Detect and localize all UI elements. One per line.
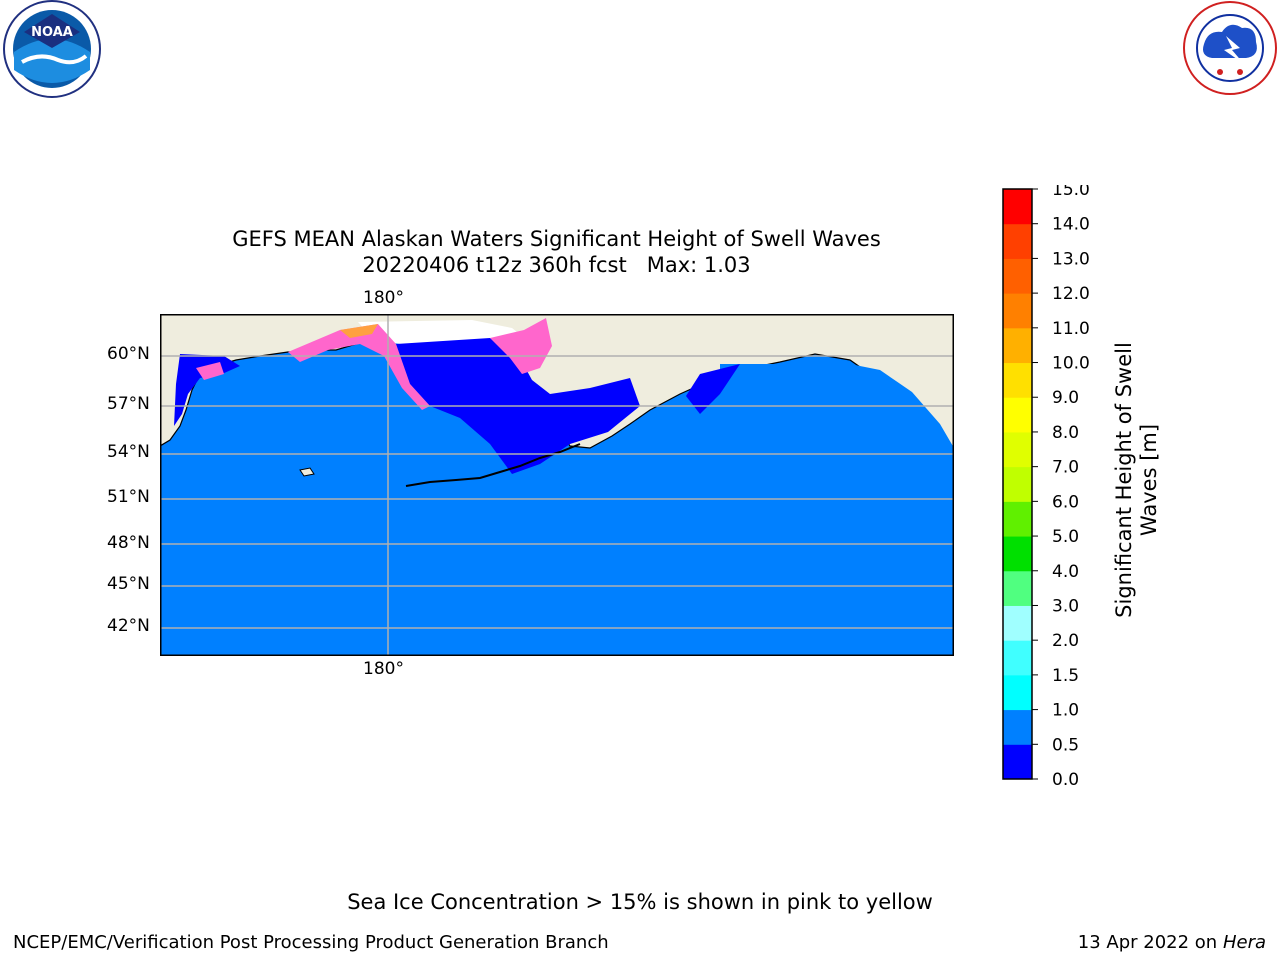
colorbar-cell (1003, 536, 1032, 572)
noaa-logo-text: NOAA (31, 25, 73, 40)
colorbar-tick-label: 11.0 (1052, 319, 1090, 339)
colorbar-cell (1003, 744, 1032, 780)
low-swell-kamchatka (174, 354, 240, 426)
colorbar-tick-label: 0.5 (1052, 735, 1079, 755)
colorbar-cell (1003, 466, 1032, 502)
colorbar-cell (1003, 674, 1032, 711)
lat-label-60: 60°N (107, 344, 150, 364)
colorbar-tick-label: 8.0 (1052, 423, 1079, 443)
colorbar-cell (1003, 293, 1032, 329)
colorbar-tick-label: 14.0 (1052, 215, 1090, 235)
colorbar-cell (1003, 327, 1032, 364)
colorbar-cell (1003, 362, 1032, 398)
lat-label-42: 42°N (107, 616, 150, 636)
colorbar-tick-label: 7.0 (1052, 458, 1079, 478)
colorbar-cell (1003, 258, 1032, 294)
ice-edge-pink-kamchatka (196, 362, 224, 380)
colorbar-tick-label: 4.0 (1052, 562, 1079, 582)
sea-ice-note: Sea Ice Concentration > 15% is shown in … (347, 890, 933, 914)
colorbar-tick-label: 15.0 (1052, 185, 1090, 200)
colorbar-label-line2: Waves [m] (1137, 423, 1161, 537)
colorbar-cell (1003, 397, 1032, 433)
colorbar-tick-label: 12.0 (1052, 284, 1090, 304)
footer-branch: NCEP/EMC/Verification Post Processing Pr… (13, 932, 609, 953)
noaa-logo: NOAA (3, 0, 101, 98)
map-frame (160, 314, 954, 656)
graticule (160, 314, 954, 656)
nws-logo (1183, 1, 1277, 95)
colorbar-cell (1003, 223, 1032, 259)
footer-date-text: 13 Apr 2022 on (1077, 932, 1223, 953)
colorbar-cell (1003, 189, 1032, 225)
commander-islands (299, 467, 315, 477)
ice-edge-pink-east (490, 318, 552, 374)
colorbar-tick-label: 1.0 (1052, 701, 1079, 721)
lon-label-top: 180° (363, 288, 404, 308)
low-swell-gulf (686, 364, 740, 414)
colorbar-cell (1003, 501, 1032, 537)
lat-label-48: 48°N (107, 533, 150, 553)
colorbar-cell (1003, 709, 1032, 745)
colorbar-tick-label: 10.0 (1052, 354, 1090, 374)
colorbar-tick-label: 13.0 (1052, 249, 1090, 269)
lat-label-51: 51°N (107, 487, 150, 507)
footer-host: Hera (1222, 932, 1266, 953)
colorbar-cell (1003, 640, 1032, 676)
colorbar-tick-label: 2.0 (1052, 631, 1079, 651)
lat-label-45: 45°N (107, 574, 150, 594)
colorbar-label-wrap: Significant Height of Swell Waves [m] (1067, 342, 1177, 618)
colorbar-cell (1003, 431, 1032, 468)
lon-label-bottom: 180° (363, 659, 404, 679)
footer-date: 13 Apr 2022 on Hera (1078, 932, 1266, 953)
colorbar-tick-label: 1.5 (1052, 666, 1079, 686)
ice-edge-orange (340, 324, 378, 338)
map-title: GEFS MEAN Alaskan Waters Significant Hei… (232, 227, 881, 251)
colorbar-tick-label: 6.0 (1052, 492, 1079, 512)
colorbar-cells (1003, 189, 1032, 780)
lat-label-57: 57°N (107, 394, 150, 414)
colorbar-cell (1003, 570, 1032, 606)
colorbar: 15.0 14.0 13.0 12.0 11.0 10.0 9.0 8.0 7.0 6.0 5.0 4… (1002, 185, 1090, 785)
gulf-of-alaska (720, 364, 954, 484)
colorbar-tick-label: 9.0 (1052, 388, 1079, 408)
colorbar-tick-label: 3.0 (1052, 596, 1079, 616)
colorbar-cell (1003, 605, 1032, 641)
colorbar-frame (1002, 188, 1033, 780)
colorbar-tick-label: 5.0 (1052, 527, 1079, 547)
colorbar-ticks: 15.0 14.0 13.0 12.0 11.0 10.0 9.0 8.0 7.0 6.0 5.0 4… (1032, 185, 1090, 785)
lat-label-54: 54°N (107, 442, 150, 462)
ice-edge-pink-west (288, 324, 430, 410)
map-subtitle: 20220406 t12z 360h fcst Max: 1.03 (362, 253, 751, 277)
colorbar-label-line1: Significant Height of Swell (1112, 342, 1136, 618)
map-panel (160, 314, 954, 656)
colorbar-tick-label: 0.0 (1052, 770, 1079, 785)
